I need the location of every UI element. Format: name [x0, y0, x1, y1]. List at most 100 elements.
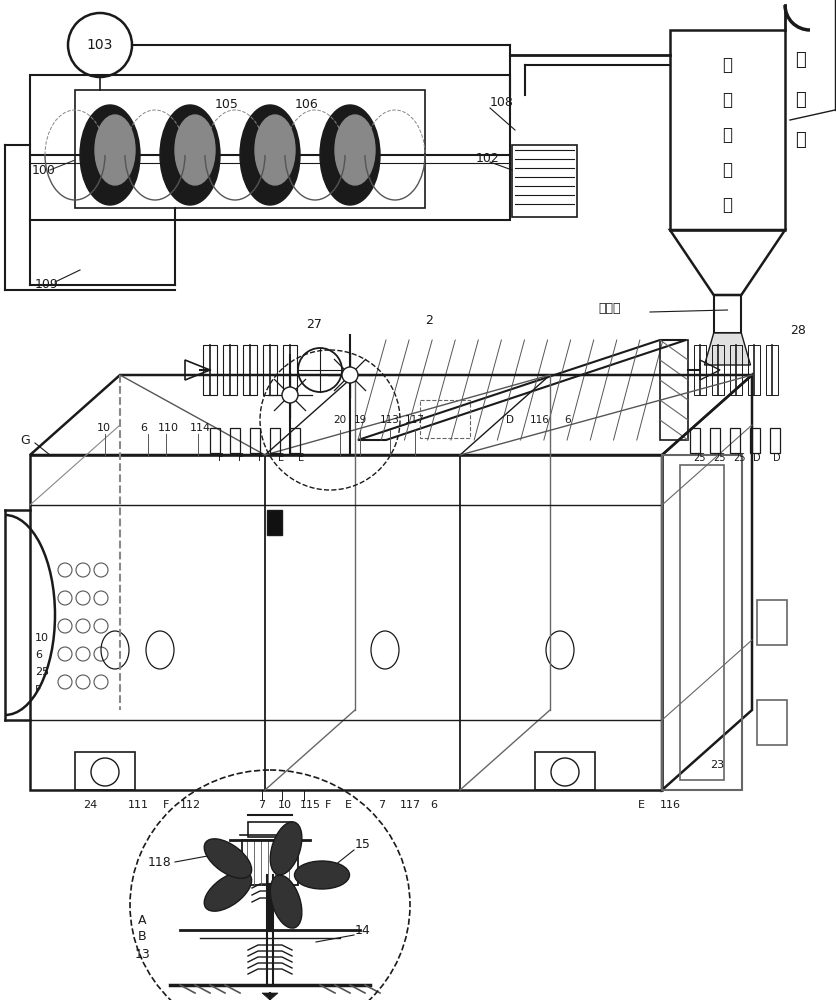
Ellipse shape: [270, 822, 302, 875]
Ellipse shape: [204, 872, 252, 911]
Text: 116: 116: [530, 415, 550, 425]
Bar: [770, 428, 780, 453]
Bar: [660, 340, 688, 440]
Text: 118: 118: [148, 856, 171, 868]
Ellipse shape: [294, 861, 349, 889]
Bar: [748, 345, 760, 395]
Bar: [283, 345, 297, 395]
Text: A: A: [138, 914, 146, 926]
Text: 117: 117: [400, 800, 421, 810]
Text: 106: 106: [295, 99, 319, 111]
Text: 出: 出: [795, 51, 805, 69]
Text: E: E: [298, 453, 304, 463]
Bar: [420, 400, 470, 438]
Bar: [290, 428, 300, 453]
Text: 28: 28: [790, 324, 806, 336]
Ellipse shape: [335, 115, 375, 185]
Bar: [712, 345, 724, 395]
Ellipse shape: [175, 115, 215, 185]
Text: D: D: [506, 415, 514, 425]
Bar: [210, 428, 220, 453]
Text: G: G: [20, 434, 30, 446]
Text: 100: 100: [32, 163, 56, 176]
Bar: [730, 345, 742, 395]
Bar: [670, 30, 785, 230]
Ellipse shape: [204, 839, 252, 878]
Bar: [230, 428, 240, 453]
Ellipse shape: [95, 115, 135, 185]
Bar: [242, 840, 298, 885]
Bar: [757, 700, 787, 745]
Text: 109: 109: [35, 278, 59, 292]
Text: F: F: [325, 800, 331, 810]
Bar: [267, 510, 282, 535]
Text: 105: 105: [215, 99, 239, 111]
Ellipse shape: [160, 105, 220, 205]
Polygon shape: [262, 993, 278, 1000]
Ellipse shape: [320, 105, 380, 205]
Bar: [730, 428, 740, 453]
Text: 103: 103: [87, 38, 113, 52]
Text: 111: 111: [128, 800, 149, 810]
Text: 风: 风: [722, 91, 732, 109]
Bar: [766, 345, 778, 395]
Text: E: E: [278, 453, 284, 463]
Text: 6: 6: [35, 650, 42, 660]
Text: B: B: [138, 930, 146, 944]
Bar: [30, 75, 510, 220]
Text: 20: 20: [334, 415, 347, 425]
Bar: [75, 752, 135, 790]
Text: 15: 15: [355, 838, 371, 852]
Text: 除: 除: [722, 126, 732, 144]
Text: 116: 116: [660, 800, 681, 810]
Ellipse shape: [240, 105, 300, 205]
Text: 25: 25: [733, 453, 746, 463]
Ellipse shape: [80, 105, 140, 205]
Bar: [30, 455, 662, 790]
Bar: [710, 428, 720, 453]
Text: 6: 6: [430, 800, 437, 810]
Text: 115: 115: [300, 800, 321, 810]
Text: 113: 113: [380, 415, 400, 425]
Text: 102: 102: [476, 151, 500, 164]
Bar: [535, 752, 595, 790]
Text: 2: 2: [425, 314, 433, 326]
Bar: [270, 428, 280, 453]
Text: 114: 114: [190, 423, 212, 433]
Bar: [75, 90, 425, 208]
Text: 24: 24: [83, 800, 97, 810]
Bar: [263, 345, 277, 395]
Bar: [248, 822, 292, 837]
Bar: [243, 345, 257, 395]
Text: 旋: 旋: [722, 56, 732, 74]
Text: 7: 7: [378, 800, 385, 810]
Bar: [512, 145, 577, 217]
Text: 110: 110: [158, 423, 179, 433]
Text: 10: 10: [35, 633, 49, 643]
Text: D: D: [753, 453, 761, 463]
Bar: [750, 428, 760, 453]
Polygon shape: [705, 333, 751, 365]
Text: 6: 6: [564, 415, 571, 425]
Text: F: F: [35, 685, 41, 695]
Text: 风: 风: [795, 91, 805, 109]
Text: E: E: [638, 800, 645, 810]
Text: 器: 器: [722, 196, 732, 214]
Text: 10: 10: [278, 800, 292, 810]
Text: 112: 112: [180, 800, 201, 810]
Text: 25: 25: [35, 667, 49, 677]
Text: 25: 25: [713, 453, 726, 463]
Text: F: F: [218, 453, 223, 463]
Text: D: D: [773, 453, 781, 463]
Bar: [757, 600, 787, 645]
Text: 117: 117: [405, 415, 425, 425]
Circle shape: [342, 367, 358, 383]
Ellipse shape: [270, 875, 302, 928]
Text: 23: 23: [710, 760, 724, 770]
Text: 27: 27: [306, 318, 322, 332]
Text: 25: 25: [693, 453, 706, 463]
Bar: [714, 295, 742, 333]
Bar: [662, 455, 742, 790]
Text: F: F: [238, 453, 243, 463]
Bar: [203, 345, 217, 395]
